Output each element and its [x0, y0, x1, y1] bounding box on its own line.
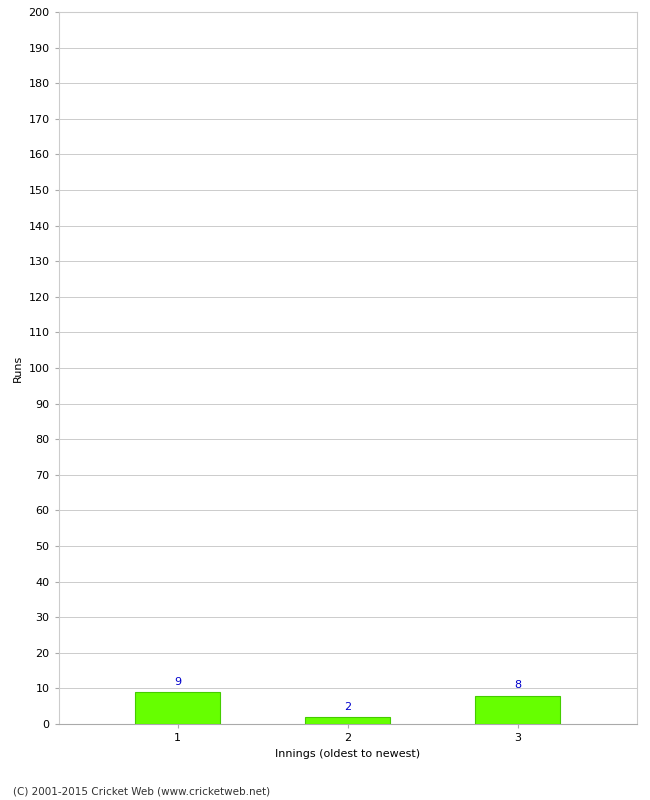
- Text: 8: 8: [514, 680, 521, 690]
- Bar: [306, 717, 390, 724]
- Y-axis label: Runs: Runs: [13, 354, 23, 382]
- Bar: [135, 692, 220, 724]
- X-axis label: Innings (oldest to newest): Innings (oldest to newest): [275, 749, 421, 758]
- Text: 2: 2: [344, 702, 351, 711]
- Bar: [475, 695, 560, 724]
- Text: (C) 2001-2015 Cricket Web (www.cricketweb.net): (C) 2001-2015 Cricket Web (www.cricketwe…: [13, 786, 270, 796]
- Text: 9: 9: [174, 677, 181, 686]
